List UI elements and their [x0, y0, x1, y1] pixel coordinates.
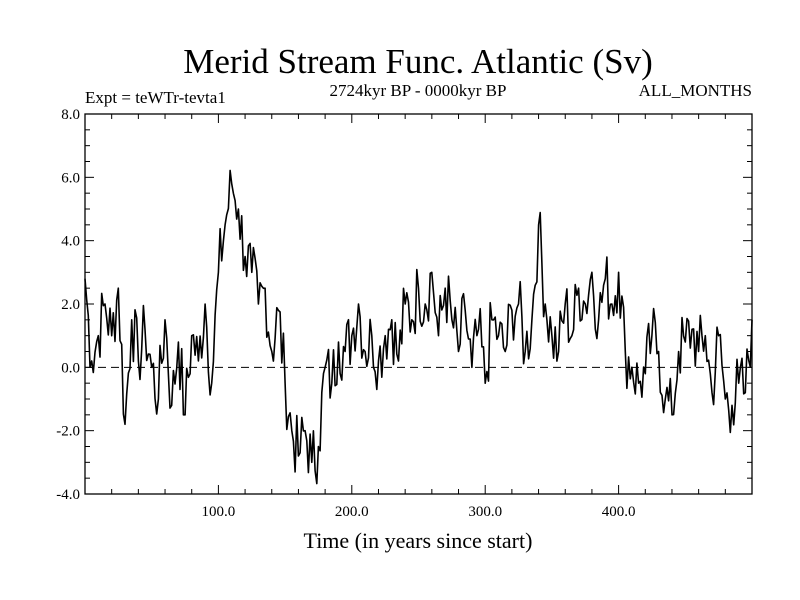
y-tick-label: 8.0: [61, 107, 80, 123]
x-tick-label: 300.0: [468, 504, 502, 520]
axis-tick-labels: 100.0 200.0 300.0 400.0 -4.0 -2.0 0.0 2.0 4.0 6.0…: [56, 107, 635, 520]
x-tick-label: 100.0: [202, 504, 236, 520]
months-label: ALL_MONTHS: [639, 81, 752, 100]
axis-ticks: [85, 113, 752, 495]
time-range-label: 2724kyr BP - 0000kyr BP: [330, 81, 507, 100]
series-line: [84, 169, 753, 485]
y-tick-label: -2.0: [56, 424, 80, 440]
y-tick-label: -4.0: [56, 487, 80, 503]
x-tick-label: 400.0: [602, 504, 636, 520]
y-tick-label: 0.0: [61, 360, 80, 376]
x-tick-label: 200.0: [335, 504, 369, 520]
experiment-label: Expt = teWTr-tevta1: [85, 88, 226, 107]
y-tick-label: 4.0: [61, 234, 80, 250]
y-tick-label: 6.0: [61, 170, 80, 186]
chart-title: Merid Stream Func. Atlantic (Sv): [183, 42, 653, 81]
plot-frame: [84, 113, 753, 495]
y-tick-label: 2.0: [61, 297, 80, 313]
x-axis-label: Time (in years since start): [304, 528, 533, 553]
